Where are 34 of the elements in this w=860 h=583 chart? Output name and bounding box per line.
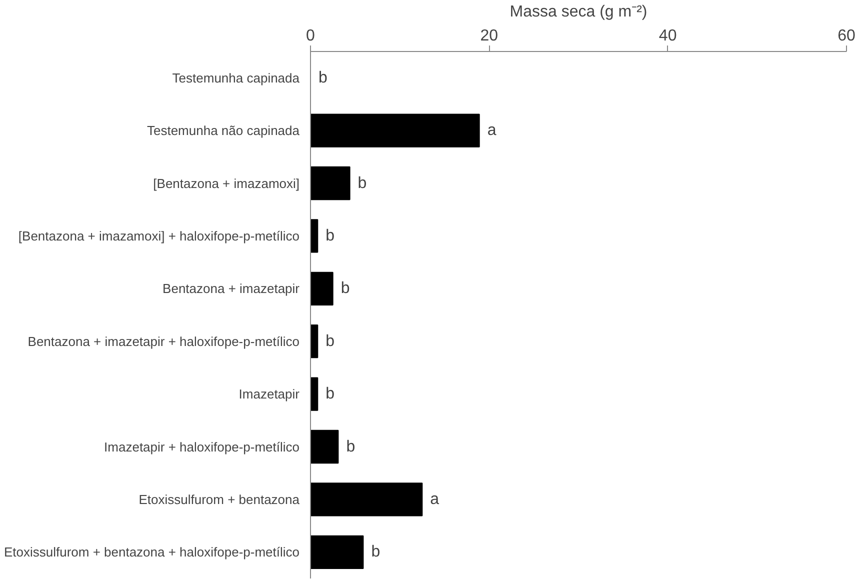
data-label: b — [326, 227, 335, 244]
bar — [310, 377, 318, 411]
data-label: b — [318, 69, 328, 86]
data-label: b — [371, 544, 380, 561]
y-tick-label: Imazetapir — [238, 386, 300, 402]
data-label: b — [340, 280, 350, 298]
y-tick-label: Bentazona + imazetapir — [162, 281, 300, 296]
bar — [310, 324, 318, 358]
bar — [310, 272, 334, 306]
data-label: b — [326, 386, 335, 403]
bar — [310, 535, 364, 569]
y-tick-label: Imazetapir + haloxifope-p-metílico — [104, 439, 300, 454]
bar — [310, 430, 339, 464]
y-tick-label: Testemunha capinada — [172, 70, 300, 86]
x-tick-label: 60 — [838, 28, 856, 44]
data-label: b — [326, 332, 335, 350]
bar — [310, 166, 350, 200]
y-tick-label: Bentazona + imazetapir + haloxifope-p-metílico — [28, 334, 300, 349]
x-tick-label: 20 — [480, 28, 498, 44]
bar — [310, 114, 480, 148]
bar — [310, 482, 423, 516]
y-tick-label: [Bentazona + imazamoxi] — [153, 176, 300, 191]
y-tick-label: Etoxissulfurom + bentazona — [138, 492, 300, 507]
data-label: a — [487, 122, 496, 140]
y-tick-label: Testemunha não capinada — [147, 123, 300, 138]
bar — [310, 219, 318, 253]
data-label: a — [430, 490, 440, 508]
x-tick-label: 40 — [658, 28, 677, 44]
y-tick-label: [Bentazona + imazamoxi] + haloxifope-p-metílico — [18, 228, 300, 244]
y-tick-label: Etoxissulfurom + bentazona + haloxifope-p-metílico — [4, 544, 300, 560]
x-tick-label: 0 — [306, 28, 316, 44]
data-label: b — [346, 438, 356, 456]
x-axis-title: Massa seca (g m⁻²) — [510, 4, 648, 20]
data-label: b — [358, 174, 367, 192]
